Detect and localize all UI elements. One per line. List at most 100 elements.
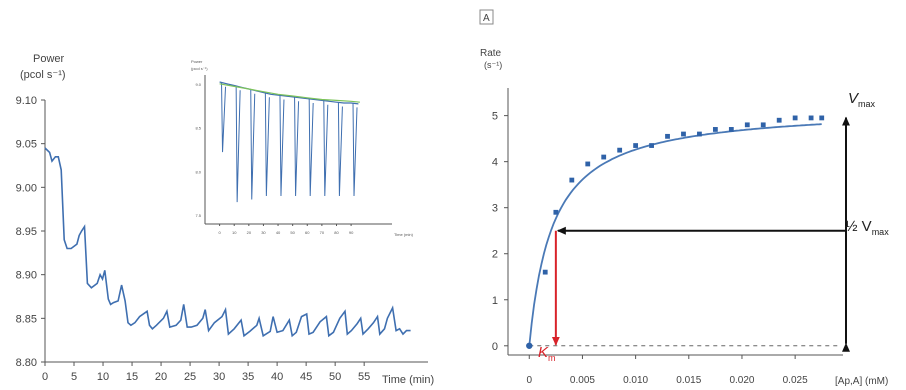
rate-data-point	[553, 209, 559, 215]
right-y-tick-label: 4	[492, 157, 498, 169]
rate-data-point	[776, 117, 782, 123]
rate-data-point	[792, 115, 798, 121]
inset-y-tick-label: 7.5	[195, 213, 201, 218]
km-label: Km	[538, 344, 556, 363]
inset-y-unit: (pcol s⁻¹)	[191, 66, 208, 71]
rate-data-point	[649, 143, 654, 148]
rate-data-point	[665, 133, 670, 139]
right-y-tick-label: 3	[492, 203, 498, 215]
right-y-tick-label: 0	[492, 341, 498, 353]
left-x-tick-label: 25	[184, 371, 196, 383]
right-x-tick-label: 0.005	[570, 375, 595, 386]
right-x-label: [Ap,A] (mM)	[835, 376, 888, 387]
right-x-tick-label: 0.010	[623, 375, 648, 386]
rate-data-point	[542, 269, 548, 275]
inset-y-label: Power	[191, 59, 203, 64]
rate-data-point	[617, 147, 623, 153]
rate-data-point	[681, 131, 686, 137]
inset-spike	[264, 93, 270, 196]
left-y-unit: (pcol s⁻¹)	[20, 69, 66, 81]
rate-data-point	[819, 115, 825, 121]
right-y-tick-label: 2	[492, 249, 498, 261]
right-y-unit: (s⁻¹)	[484, 60, 502, 70]
left-y-tick-label: 8.80	[16, 357, 37, 369]
inset-chart: 0 10 20 30 40 50 60 70 80 90 9.0 8.5 8.0 7.5 Power (p…	[191, 59, 414, 237]
inset-x-tick-label: 20	[247, 230, 252, 235]
right-chart: A Rate (s⁻¹) [Ap,A] (mM) 0 1 2 3 4 5 0 0.005 0.…	[479, 9, 889, 387]
left-x-tick-label: 10	[97, 371, 109, 383]
inset-y-tick-label: 8.5	[195, 126, 201, 131]
right-y-label: Rate	[480, 48, 502, 59]
inset-spike	[250, 89, 256, 200]
rate-data-point	[760, 122, 766, 128]
inset-x-tick-label: 50	[290, 230, 295, 235]
panel-label: A	[483, 13, 490, 24]
rate-data-point	[633, 143, 639, 148]
inset-spikes	[221, 82, 358, 203]
rate-data-point	[808, 115, 814, 121]
left-x-label: Time (min)	[382, 374, 434, 386]
inset-spike	[352, 103, 358, 196]
inset-spike	[235, 86, 241, 203]
rate-data-point	[569, 177, 575, 183]
rate-data-point	[744, 122, 750, 128]
vmax-label: Vmax	[848, 90, 876, 109]
left-x-tick-label: 5	[71, 371, 77, 383]
left-y-tick-label: 8.95	[16, 226, 37, 238]
inset-x-tick-label: 10	[232, 230, 237, 235]
left-x-tick-label: 35	[242, 371, 254, 383]
inset-spike	[221, 82, 227, 153]
left-chart: 8.808.858.908.959.009.059.10 0 5 10 15 20 25 3…	[16, 53, 435, 386]
right-x-ticks: 0 0.005 0.010 0.015 0.020 0.025	[526, 355, 808, 386]
left-x-ticks: 0 5 10 15 20 25 30 35 40 45 50 55	[42, 362, 370, 383]
inset-spike	[294, 97, 300, 196]
inset-x-tick-label: 0	[218, 230, 221, 235]
inset-x-tick-label: 60	[305, 230, 310, 235]
left-y-tick-label: 8.85	[16, 313, 37, 325]
left-x-tick-label: 20	[155, 371, 167, 383]
inset-y-tick-label: 9.0	[195, 82, 201, 87]
rate-data-point	[728, 127, 734, 132]
left-x-tick-label: 30	[213, 371, 225, 383]
inset-spike	[308, 99, 314, 196]
inset-fit-line	[219, 83, 360, 103]
inset-x-tick-label: 30	[261, 230, 266, 235]
rate-data-point	[585, 161, 591, 167]
right-x-tick-label: 0	[526, 375, 532, 386]
inset-x-tick-label: 70	[320, 230, 325, 235]
right-x-tick-label: 0.020	[729, 375, 754, 386]
left-y-tick-label: 9.00	[16, 182, 37, 194]
inset-y-tick-label: 8.0	[195, 169, 201, 174]
inset-ticks: 0 10 20 30 40 50 60 70 80 90 9.0 8.5 8.0 7.5	[195, 82, 354, 235]
left-x-tick-label: 55	[358, 371, 370, 383]
inset-x-label: Time (min)	[394, 232, 414, 237]
michaelis-menten-fit-curve	[528, 123, 822, 346]
rate-data-point	[697, 131, 702, 137]
left-y-tick-label: 8.90	[16, 270, 37, 282]
left-x-tick-label: 15	[126, 371, 138, 383]
inset-spike	[279, 95, 285, 196]
panel-label-box	[479, 9, 494, 25]
rate-data-point	[712, 127, 718, 132]
left-y-tick-label: 9.05	[16, 139, 37, 151]
right-y-ticks: 0 1 2 3 4 5	[492, 111, 508, 353]
inset-x-tick-label: 90	[349, 230, 354, 235]
inset-x-tick-label: 40	[276, 230, 281, 235]
left-x-tick-label: 45	[300, 371, 312, 383]
rate-data-point	[601, 154, 607, 160]
right-x-tick-label: 0.015	[676, 375, 701, 386]
right-x-tick-label: 0.025	[783, 375, 808, 386]
left-x-tick-label: 0	[42, 371, 48, 383]
rate-data-point	[526, 342, 533, 349]
left-y-label: Power	[33, 53, 65, 65]
left-x-tick-label: 50	[329, 371, 341, 383]
inset-x-tick-label: 80	[334, 230, 339, 235]
half-vmax-label: ½ Vmax	[845, 218, 889, 237]
rate-data-points	[526, 115, 825, 349]
left-x-tick-label: 40	[271, 371, 283, 383]
left-y-ticks: 8.80 8.85 8.90 8.95 9.00 9.05 9.10	[16, 95, 45, 369]
right-y-tick-label: 5	[492, 111, 498, 123]
power-trace-line	[44, 147, 411, 338]
right-y-tick-label: 1	[492, 295, 498, 307]
